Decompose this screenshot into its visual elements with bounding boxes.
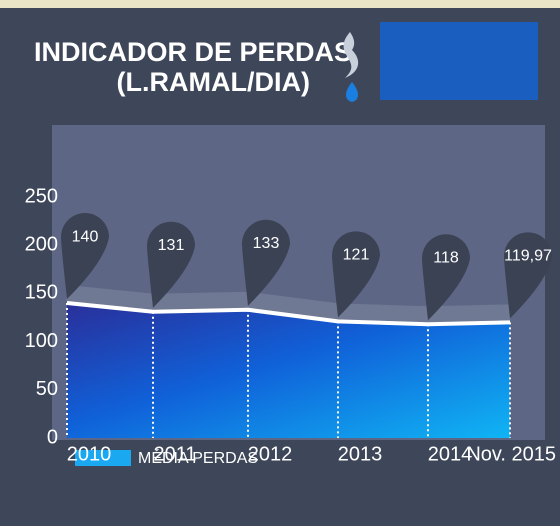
data-label: 119,97	[504, 248, 552, 265]
x-tick-label: 2013	[338, 443, 383, 465]
chart-title: INDICADOR DE PERDAS	[34, 37, 352, 67]
pin	[242, 219, 290, 306]
chart-subtitle: (L.RAMAL/DIA)	[117, 67, 310, 97]
y-tick-label: 150	[25, 282, 58, 304]
x-tick-label: 2011	[153, 443, 196, 465]
legend-swatch	[75, 450, 131, 466]
pin	[332, 231, 380, 318]
x-tick-label: Nov. 2015	[466, 443, 556, 465]
x-tick-label: 2014	[428, 443, 473, 465]
line	[66, 301, 511, 327]
y-tick-label: 100	[25, 330, 58, 352]
flame-icon	[343, 32, 359, 102]
data-label: 140	[72, 228, 99, 245]
y-tick-label: 200	[25, 233, 58, 255]
pin	[504, 232, 552, 319]
y-tick-label: 0	[47, 426, 58, 448]
legend-label: MÉDIA PERDAS	[138, 448, 258, 467]
data-label: 121	[343, 247, 370, 264]
area	[67, 303, 510, 438]
x-tick-label: 2010	[67, 443, 112, 465]
pin	[422, 234, 470, 321]
x-tick-label: 2012	[248, 443, 293, 465]
data-label: 133	[253, 235, 280, 252]
top-strip	[0, 0, 560, 8]
line-shadow	[66, 285, 511, 323]
data-label: 118	[433, 249, 459, 266]
pin	[147, 221, 195, 308]
logo-box	[380, 22, 538, 100]
data-label: 131	[158, 237, 185, 254]
y-tick-label: 250	[25, 185, 58, 207]
pin	[61, 213, 109, 300]
y-tick-label: 50	[36, 378, 58, 400]
